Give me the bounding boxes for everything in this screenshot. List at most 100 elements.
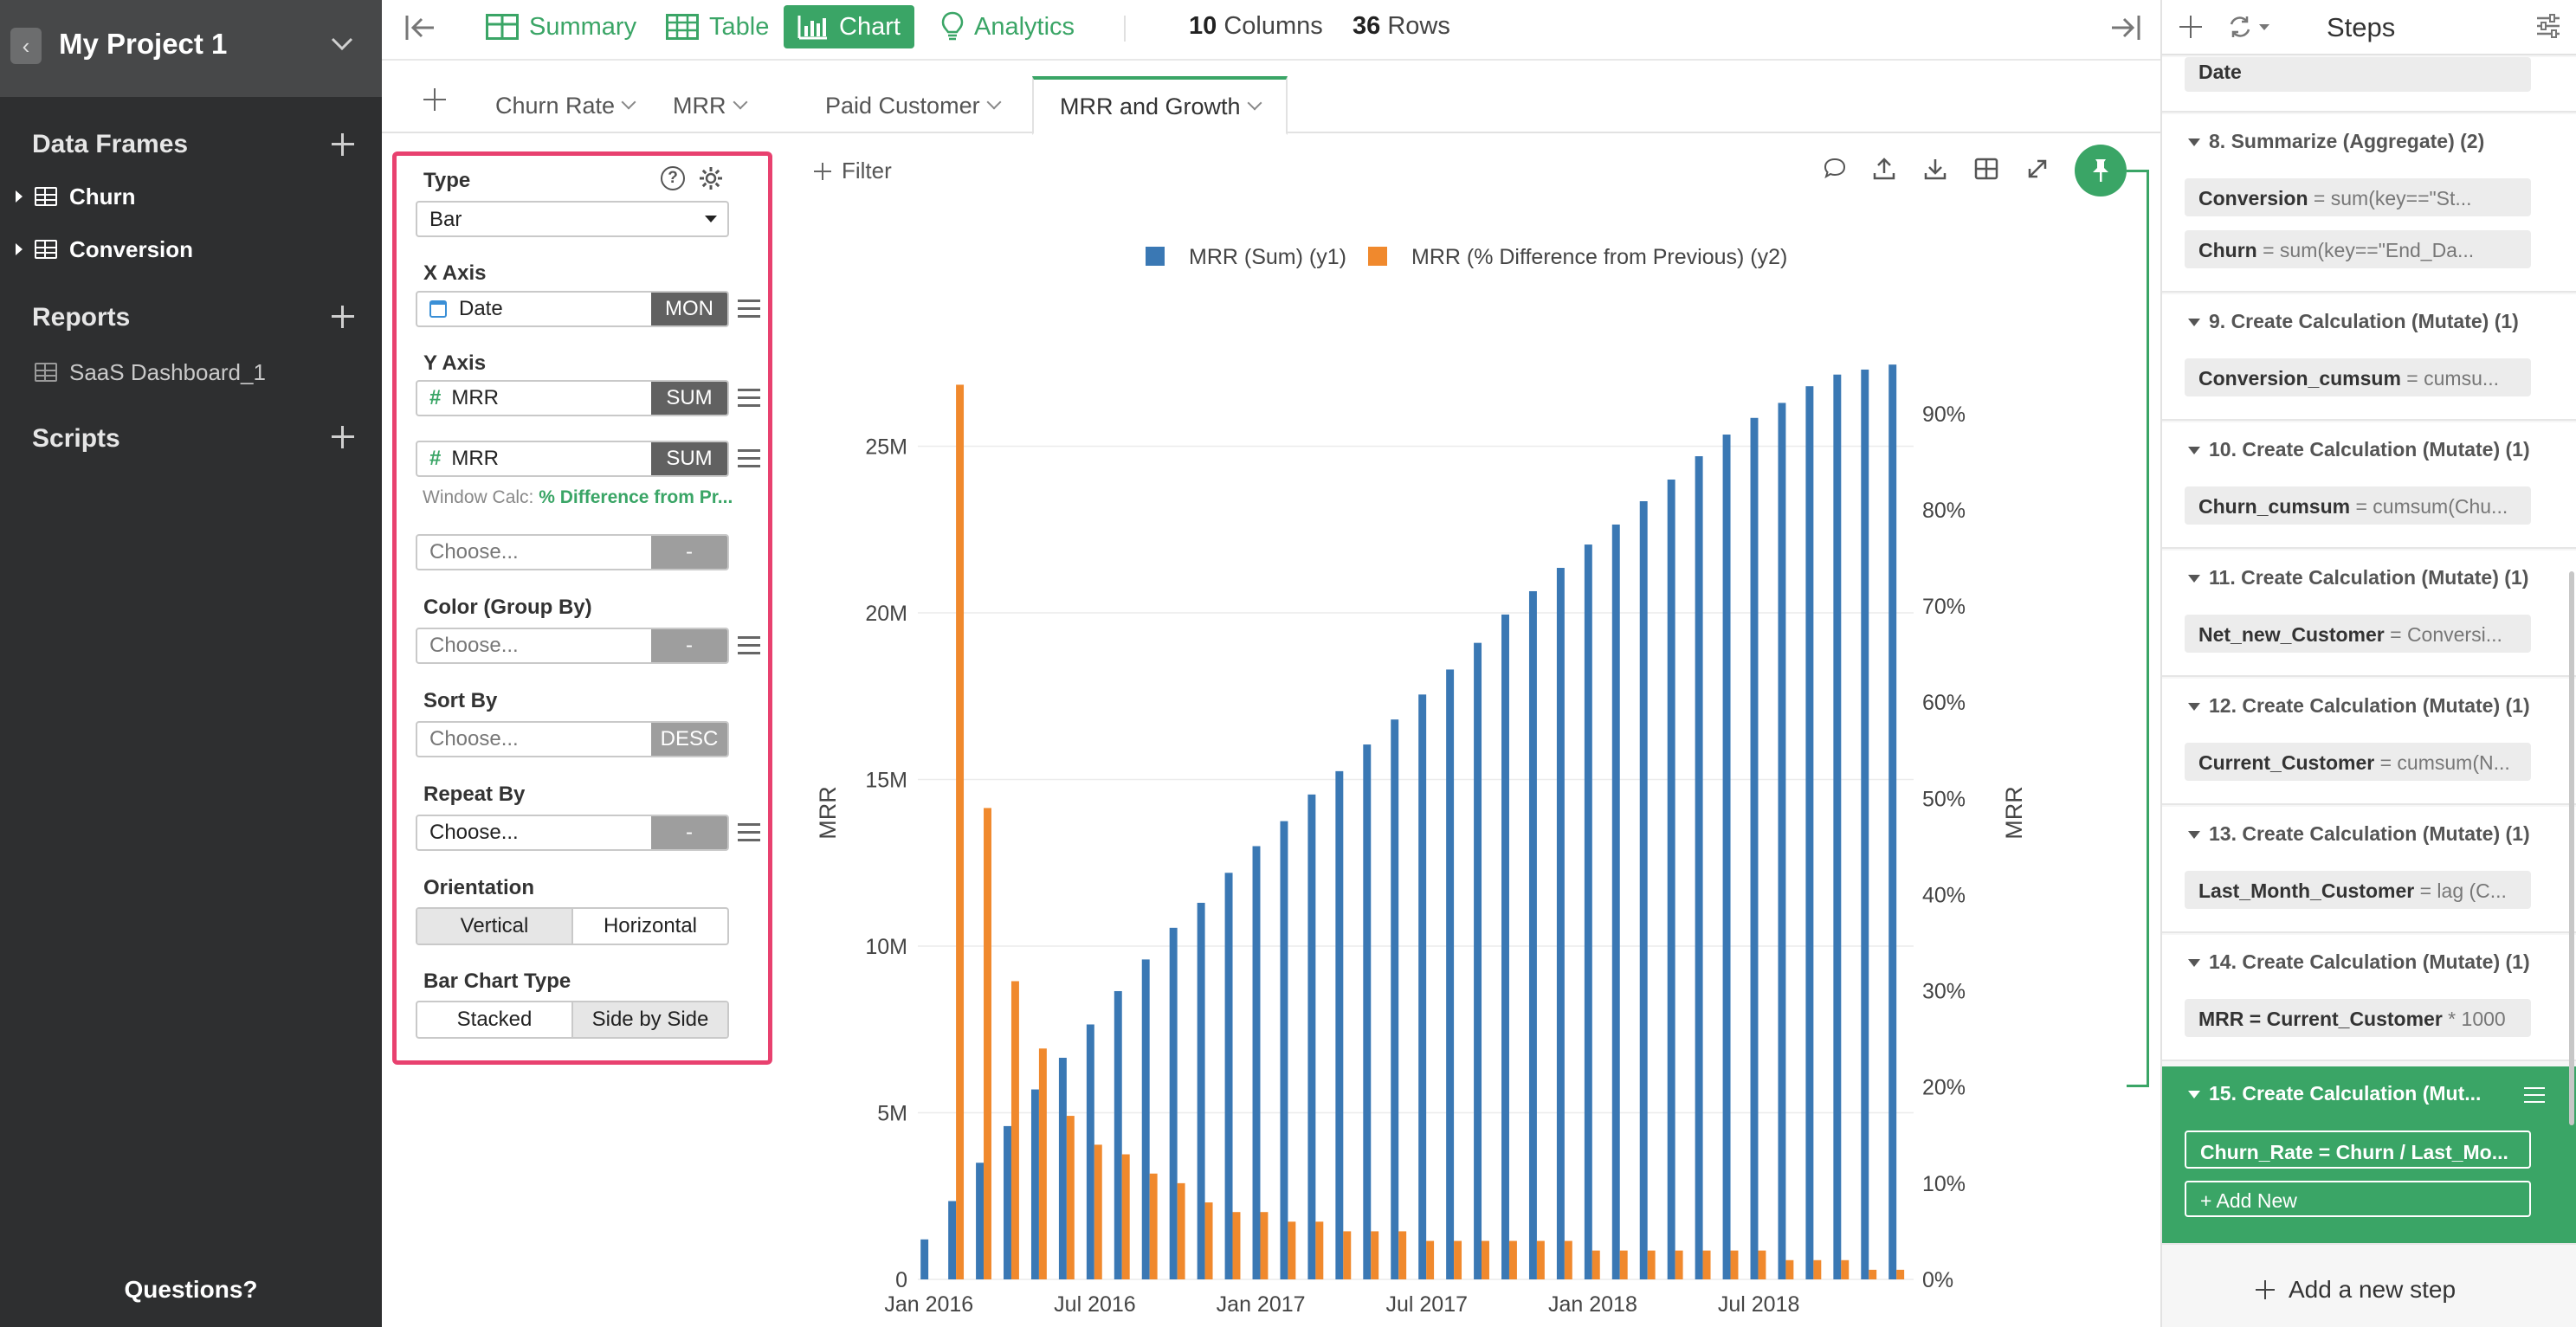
filter-button[interactable]: Filter (814, 158, 892, 184)
sort-direction[interactable]: DESC (651, 723, 727, 756)
step-title[interactable]: 15. Create Calculation (Mut... (2188, 1082, 2481, 1105)
collapse-triangle-icon[interactable] (2188, 575, 2200, 583)
y2-menu-icon[interactable] (738, 449, 760, 468)
step-chip[interactable]: Conversion = sum(key=="St... (2185, 178, 2531, 216)
summary-view-button[interactable]: Summary (472, 5, 650, 48)
tab-paid-customer[interactable]: Paid Customer (799, 78, 1025, 133)
collapse-triangle-icon[interactable] (2188, 959, 2200, 968)
analytics-view-button[interactable]: Analytics (927, 5, 1088, 48)
x-axis-menu-icon[interactable] (738, 300, 760, 319)
step-title[interactable]: 13. Create Calculation (Mutate) (1) (2188, 822, 2530, 846)
x-axis-aggregation[interactable]: MON (651, 293, 727, 325)
step-title[interactable]: 10. Create Calculation (Mutate) (1) (2188, 438, 2530, 461)
collapse-triangle-icon[interactable] (2188, 447, 2200, 455)
collapse-triangle-icon[interactable] (2188, 703, 2200, 712)
color-menu-icon[interactable] (738, 636, 760, 655)
collapse-triangle-icon[interactable] (2188, 138, 2200, 147)
step-chip[interactable]: Last_Month_Customer = lag (C... (2185, 871, 2531, 909)
pin-button[interactable] (2075, 145, 2127, 196)
chevron-down-icon[interactable] (986, 94, 1002, 110)
step-11[interactable]: 11. Create Calculation (Mutate) (1) Net_… (2162, 551, 2576, 677)
orientation-vertical[interactable]: Vertical (417, 909, 571, 944)
step-title[interactable]: 12. Create Calculation (Mutate) (1) (2188, 694, 2530, 718)
comment-icon[interactable] (1822, 156, 1848, 182)
sidebar-item-churn[interactable]: Churn (16, 181, 136, 212)
step-15-active[interactable]: 15. Create Calculation (Mut... Churn_Rat… (2162, 1066, 2576, 1245)
add-data-frame-icon[interactable] (330, 132, 356, 158)
chart-view-button[interactable]: Chart (784, 5, 914, 48)
back-button[interactable]: ‹ (10, 28, 42, 64)
chevron-down-icon[interactable] (329, 33, 355, 54)
add-new-button[interactable]: + Add New (2185, 1181, 2531, 1217)
add-script-icon[interactable] (330, 424, 356, 450)
repeat-field[interactable]: Choose... - (416, 815, 729, 851)
gear-icon[interactable] (699, 166, 723, 190)
repeat-menu-icon[interactable] (738, 823, 760, 842)
collapse-triangle-icon[interactable] (2188, 1091, 2200, 1099)
y1-aggregation[interactable]: SUM (651, 382, 727, 415)
y2-aggregation[interactable]: SUM (651, 442, 727, 475)
step-chip[interactable]: Churn_cumsum = cumsum(Chu... (2185, 486, 2531, 525)
step-title[interactable]: 9. Create Calculation (Mutate) (1) (2188, 310, 2519, 333)
step-title[interactable]: 14. Create Calculation (Mutate) (1) (2188, 950, 2530, 974)
upload-icon[interactable] (1871, 156, 1897, 182)
y-axis-field-1[interactable]: # MRR SUM (416, 380, 729, 416)
step-13[interactable]: 13. Create Calculation (Mutate) (1) Last… (2162, 807, 2576, 933)
download-icon[interactable] (1922, 156, 1948, 182)
project-header[interactable]: ‹ My Project 1 (0, 0, 382, 97)
step-10[interactable]: 10. Create Calculation (Mutate) (1) Chur… (2162, 422, 2576, 549)
layout-grid-icon[interactable] (1973, 156, 1999, 182)
add-step-icon[interactable] (2179, 16, 2202, 38)
questions-link[interactable]: Questions? (124, 1276, 258, 1303)
step-chip[interactable]: Date (2185, 57, 2531, 92)
y-axis-field-2[interactable]: # MRR SUM (416, 441, 729, 477)
y-axis-choose-field[interactable]: Choose... - (416, 534, 729, 570)
aggregation-empty[interactable]: - (651, 536, 727, 569)
expand-triangle-icon[interactable] (16, 243, 23, 255)
collapse-triangle-icon[interactable] (2188, 831, 2200, 840)
add-new-step-button[interactable]: Add a new step (2256, 1276, 2456, 1304)
aggregation-empty[interactable]: - (651, 629, 727, 662)
collapse-right-icon[interactable] (2110, 14, 2141, 42)
expand-icon[interactable] (2024, 156, 2050, 182)
y1-menu-icon[interactable] (738, 389, 760, 408)
step-chip[interactable]: Net_new_Customer = Conversi... (2185, 615, 2531, 653)
step-menu-icon[interactable] (2524, 1087, 2545, 1105)
help-icon[interactable]: ? (661, 166, 685, 190)
chevron-down-icon[interactable] (733, 94, 747, 110)
expand-triangle-icon[interactable] (16, 190, 23, 203)
color-field[interactable]: Choose... - (416, 628, 729, 664)
chevron-down-icon[interactable] (621, 94, 636, 110)
step-14[interactable]: 14. Create Calculation (Mutate) (1) MRR … (2162, 935, 2576, 1061)
bar-type-side-by-side[interactable]: Side by Side (571, 1002, 727, 1037)
sliders-icon[interactable] (2534, 12, 2562, 40)
sidebar-item-conversion[interactable]: Conversion (16, 234, 193, 265)
sync-icon[interactable] (2226, 14, 2271, 40)
table-view-button[interactable]: Table (652, 5, 783, 48)
step-9[interactable]: 9. Create Calculation (Mutate) (1) Conve… (2162, 294, 2576, 421)
bar-type-stacked[interactable]: Stacked (456, 1008, 533, 1031)
step-12[interactable]: 12. Create Calculation (Mutate) (1) Curr… (2162, 679, 2576, 805)
step-chip[interactable]: Churn = sum(key=="End_Da... (2185, 230, 2531, 268)
collapse-triangle-icon[interactable] (2188, 319, 2200, 327)
chart-type-select[interactable]: Bar (416, 201, 729, 237)
step-title[interactable]: 11. Create Calculation (Mutate) (1) (2188, 566, 2528, 589)
tab-mrr[interactable]: MRR (647, 78, 772, 133)
add-chart-icon[interactable] (423, 88, 446, 111)
step-title[interactable]: 8. Summarize (Aggregate) (2) (2188, 130, 2484, 153)
step-chip[interactable]: Current_Customer = cumsum(N... (2185, 743, 2531, 781)
tab-churn-rate[interactable]: Churn Rate (469, 78, 660, 133)
sort-field[interactable]: Choose... DESC (416, 721, 729, 757)
aggregation-empty[interactable]: - (651, 816, 727, 849)
x-axis-field[interactable]: Date MON (416, 291, 729, 327)
tab-mrr-and-growth[interactable]: MRR and Growth (1032, 76, 1288, 135)
chevron-down-icon[interactable] (1247, 95, 1262, 111)
sidebar-item-saas-dashboard[interactable]: SaaS Dashboard_1 (35, 357, 266, 388)
window-calc[interactable]: Window Calc: % Difference from Pr... (423, 487, 733, 508)
step-chip[interactable]: Churn_Rate = Churn / Last_Mo... (2185, 1131, 2531, 1169)
step-chip[interactable]: Conversion_cumsum = cumsu... (2185, 358, 2531, 396)
add-report-icon[interactable] (330, 304, 356, 330)
orientation-horizontal[interactable]: Horizontal (571, 909, 727, 944)
steps-scrollbar[interactable] (2569, 571, 2574, 1125)
step-8[interactable]: 8. Summarize (Aggregate) (2) Conversion … (2162, 114, 2576, 293)
